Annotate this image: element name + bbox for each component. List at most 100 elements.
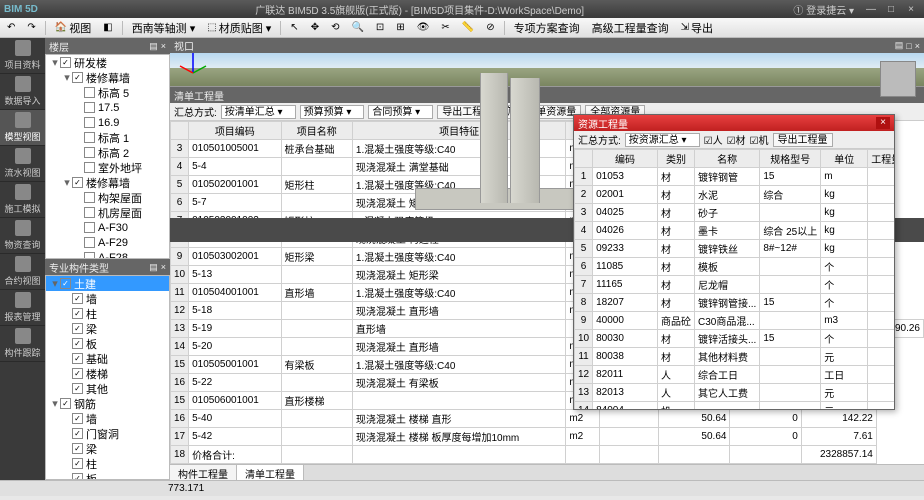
tree-node[interactable]: 标高 2 [46,145,169,160]
grid-row[interactable]: 711165材尼龙帽个19.4434.6790.8 [575,276,895,294]
tree-node[interactable]: 17.5 [46,100,169,115]
toolbar-item-10[interactable]: ⊡ [373,21,387,34]
tree-node[interactable]: ▾✓楼修幕墙 [46,175,169,190]
toolbar-item-5[interactable]: ⬚材质贴图 ▾ [204,19,274,37]
floor-tree[interactable]: ▾✓研发楼▾✓楼修幕墙标高 517.516.9标高 1标高 2室外地坪▾✓楼修幕… [45,54,170,259]
col-header[interactable]: 单位 [821,150,868,168]
tree-node[interactable]: ✓梁 [46,321,169,336]
tree-node[interactable]: ✓板 [46,471,169,480]
nav-合约视图[interactable]: 合约视图 [0,254,45,290]
tree-node[interactable]: ▾✓研发楼 [46,55,169,70]
tree-node[interactable]: ✓墙 [46,411,169,426]
type-tree[interactable]: ▾✓土建✓墙✓柱✓梁✓板✓基础✓楼梯✓其他▾✓钢筋✓墙✓门窗洞✓梁✓柱✓板✓基础… [45,275,170,480]
grid-row[interactable]: 611085材模板个11.8357.386.39 [575,258,895,276]
axis-gizmo[interactable] [178,48,208,78]
maximize-button[interactable]: □ [882,4,900,15]
res-export-button[interactable]: 导出工程量 [773,133,833,147]
grid-row[interactable]: 818207材镀锌钢管接...15个1383.8410.52719.6 [575,294,895,312]
tree-node[interactable]: 标高 1 [46,130,169,145]
toolbar-item-11[interactable]: ⊞ [393,21,407,34]
chk-machine[interactable]: ☑机 [750,132,769,147]
maximize-icon[interactable]: □ [906,41,911,51]
toolbar-item-18[interactable]: ⇲导出 [678,19,716,37]
tab-component-qty[interactable]: 构件工程量 [170,465,237,480]
toolbar-item-15[interactable]: ⊘ [483,21,497,34]
grid-row[interactable]: 1382013人其它人工费元67.62867.61 [575,384,895,402]
toolbar-item-6[interactable]: ↖ [287,21,301,34]
tree-node[interactable]: 机房屋面 [46,205,169,220]
toolbar-item-1[interactable]: ↷ [24,21,38,34]
pin-icon[interactable]: ▤ [149,262,158,273]
budget-select-2[interactable]: 合同预算 ▾ [368,105,433,119]
tree-node[interactable]: ✓板 [46,336,169,351]
col-header[interactable] [171,122,189,140]
col-header[interactable]: 项目名称 [281,122,352,140]
toolbar-item-7[interactable]: ✥ [308,21,322,34]
tree-node[interactable]: ✓梁 [46,441,169,456]
tree-node[interactable]: ✓柱 [46,306,169,321]
tab-list-qty[interactable]: 清单工程量 [237,465,304,480]
toolbar-item-12[interactable]: 👁 [414,21,433,34]
view-cube[interactable] [880,61,916,97]
toolbar-item-17[interactable]: 高级工程量查询 [589,19,672,37]
grid-row[interactable]: 202001材水泥综合kg113.2770.3741.91 [575,186,895,204]
toolbar-item-13[interactable]: ✂ [438,21,452,34]
grid-row[interactable]: 304025材砂子kg683.0440.0427.32 [575,204,895,222]
grid-row[interactable]: 18价格合计:2328857.14 [171,446,924,464]
nav-流水视图[interactable]: 流水视图 [0,146,45,182]
tree-node[interactable]: ▾✓土建 [46,276,169,291]
res-agg-select[interactable]: 按资源汇总 ▾ [625,133,700,147]
col-header[interactable]: 规格型号 [760,150,821,168]
toolbar-item-14[interactable]: 📏 [459,21,477,34]
col-header[interactable]: 名称 [694,150,759,168]
col-header[interactable]: 编码 [593,150,658,168]
chk-material[interactable]: ☑材 [727,132,746,147]
toolbar-item-2[interactable]: 🏠视图 [52,19,94,37]
tree-node[interactable]: ✓楼梯 [46,366,169,381]
tree-node[interactable]: ✓门窗洞 [46,426,169,441]
tree-node[interactable]: A-F28 [46,250,169,259]
tree-node[interactable]: ▾✓楼修幕墙 [46,70,169,85]
grid-row[interactable]: 404026材墨卡综合 25以上kg262.0590.45117.93 [575,222,895,240]
toolbar-item-8[interactable]: ⟲ [328,21,342,34]
toolbar-item-16[interactable]: 专项方案查询 [511,19,583,37]
grid-row[interactable]: 940000商品砼C30商品混...m34831.7134101981002.3… [575,312,895,330]
tree-node[interactable]: 16.9 [46,115,169,130]
3d-viewport[interactable] [170,53,924,86]
close-icon[interactable]: × [915,41,920,51]
col-header[interactable]: 项目编码 [189,122,281,140]
toolbar-item-3[interactable]: ◧ [100,21,115,34]
close-icon[interactable]: × [161,262,166,272]
budget-select-1[interactable]: 预算预算 ▾ [300,105,365,119]
tree-node[interactable]: 室外地坪 [46,160,169,175]
tree-node[interactable]: A-F29 [46,235,169,250]
resource-float-window[interactable]: 资源工程量 × 汇总方式: 按资源汇总 ▾ ☑人 ☑材 ☑机 导出工程量 编码类… [573,114,895,410]
col-header[interactable]: 工程量 [868,150,894,168]
tree-node[interactable]: 构架屋面 [46,190,169,205]
close-icon[interactable]: × [161,41,166,51]
nav-构件跟踪[interactable]: 构件跟踪 [0,326,45,362]
nav-物资查询[interactable]: 物资查询 [0,218,45,254]
toolbar-item-9[interactable]: 🔍 [348,21,366,34]
pin-icon[interactable]: ▤ [149,41,158,52]
nav-数据导入[interactable]: 数据导入 [0,74,45,110]
tree-node[interactable]: ✓基础 [46,351,169,366]
tree-node[interactable]: ✓其他 [46,381,169,396]
grid-row[interactable]: 509233材镀锌铁丝8#~12#kg11.8353.8545.56 [575,240,895,258]
nav-模型视图[interactable]: 模型视图 [0,110,45,146]
grid-row[interactable]: 175-42现浇混凝土 楼梯 板厚度每增加10mmm250.6407.61 [171,428,924,446]
grid-row[interactable]: 165-40现浇混凝土 楼梯 直形m250.640142.22 [171,410,924,428]
col-header[interactable] [575,150,593,168]
tree-node[interactable]: ✓墙 [46,291,169,306]
grid-row[interactable]: 1080030材镀锌活接头...15个19.4434.4786.91 [575,330,895,348]
minimize-button[interactable]: — [862,4,880,15]
col-header[interactable]: 类别 [657,150,694,168]
grid-row[interactable]: 1180038材其他材料费元14.5644806990.72 [575,348,895,366]
grid-row[interactable]: 1484004机元31746.666131746.65 [575,402,895,410]
tree-node[interactable]: ✓柱 [46,456,169,471]
nav-项目资料[interactable]: 项目资料 [0,38,45,74]
tree-node[interactable]: 标高 5 [46,85,169,100]
chk-person[interactable]: ☑人 [704,132,723,147]
grid-row[interactable]: 1282011人综合工日工日147.09132.534784.88 [575,366,895,384]
close-button[interactable]: × [902,4,920,15]
